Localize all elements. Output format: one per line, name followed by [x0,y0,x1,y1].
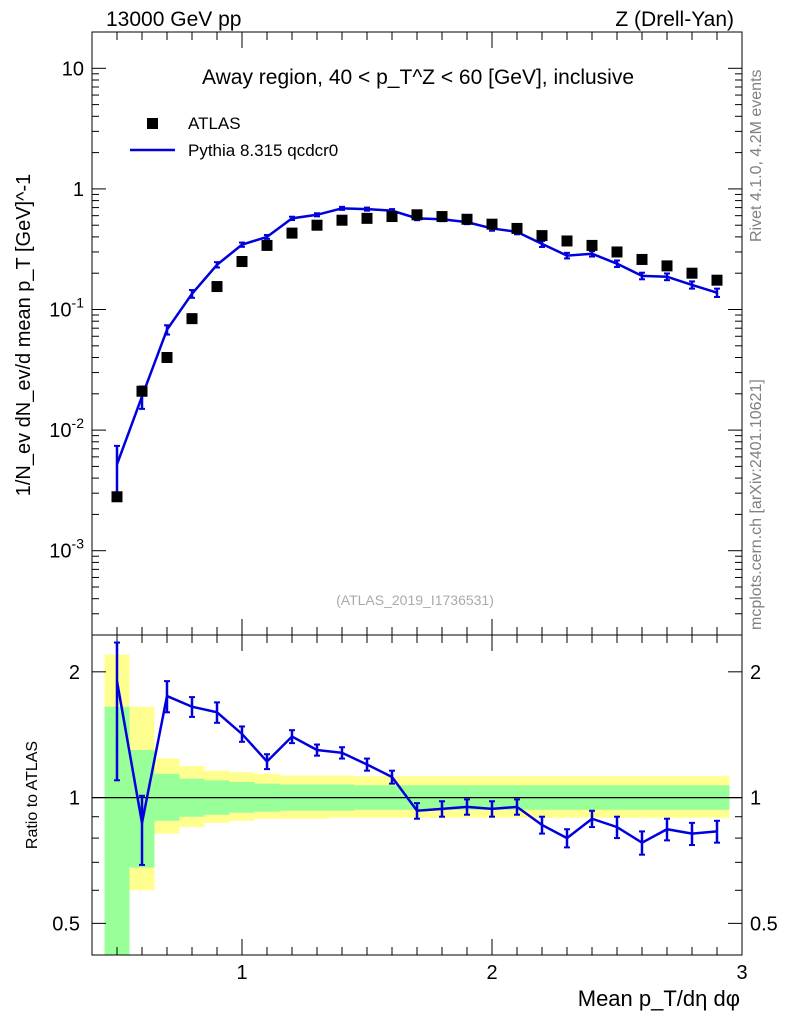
atlas-data-point [711,274,723,286]
atlas-data-point [386,211,398,223]
atlas-data-point [261,239,273,251]
atlas-data-point [311,219,323,231]
main-panel-data [111,205,723,503]
main-y-tick-label: 10-2 [49,415,84,442]
atlas-data-point [436,211,448,223]
atlas-data-point [561,235,573,247]
atlas-data-point [486,218,498,230]
atlas-data-point [111,491,123,503]
ratio-y-tick-label-right: 2 [750,662,761,684]
legend-label-mc: Pythia 8.315 qcdcr0 [188,141,338,160]
main-y-axis-label: 1/N_ev dN_ev/d mean p_T [GeV]^-1 [13,174,35,497]
mc-line [115,207,718,465]
legend: ATLAS Pythia 8.315 qcdcr0 [130,114,338,160]
atlas-data-point [336,214,348,226]
ratio-y-axis-label: Ratio to ATLAS [24,741,41,849]
ratio-y-tick-label: 1 [69,788,80,810]
ratio-y-tick-label-right: 1 [750,788,761,810]
x-axis-label: Mean p_T/dη dφ [578,986,740,1011]
ratio-panel-data [114,641,720,866]
atlas-data-point [661,260,673,272]
main-y-tick-label: 10 [62,58,84,80]
ratio-y-tick-label: 0.5 [52,913,80,935]
atlas-data-point [411,209,423,221]
ratio-panel-axes: 1 2 3 0.5 0.5 1 1 2 2 [52,635,778,984]
legend-marker-atlas [147,118,158,129]
header-process-label: Z (Drell-Yan) [615,8,734,31]
atlas-data-point [186,313,198,325]
ratio-y-tick-label: 2 [69,662,80,684]
atlas-data-point [236,256,248,268]
legend-label-atlas: ATLAS [188,114,241,133]
atlas-data-point [211,281,223,293]
atlas-data-point [611,246,623,258]
atlas-data-point [511,222,523,234]
atlas-data-point [686,267,698,279]
atlas-data-point [361,212,373,224]
atlas-data-point [636,253,648,265]
x-tick-label: 1 [236,962,247,984]
watermark-label: (ATLAS_2019_I1736531) [336,592,494,608]
main-y-tick-label: 10-1 [49,295,84,322]
main-panel-axes: 10-3 10-2 10-1 1 10 [49,31,743,636]
atlas-data-point [586,239,598,251]
header-energy-label: 13000 GeV pp [106,8,242,31]
x-tick-label: 3 [736,962,747,984]
main-y-tick-label: 10-3 [49,536,84,563]
atlas-data-point [536,230,548,242]
ratio-y-tick-label-right: 0.5 [750,913,778,935]
atlas-data-point [461,213,473,225]
x-tick-label: 2 [486,962,497,984]
atlas-data-point [136,385,148,397]
main-panel-title: Away region, 40 < p_T^Z < 60 [GeV], incl… [202,66,634,89]
atlas-data-point [286,227,298,239]
atlas-data-point [161,351,173,363]
main-y-tick-label: 1 [73,179,84,201]
